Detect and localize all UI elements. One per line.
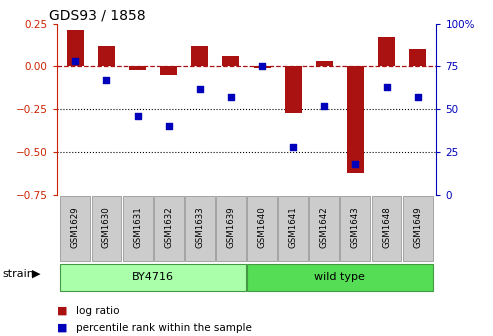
Text: GSM1649: GSM1649 xyxy=(413,206,422,248)
Text: GSM1633: GSM1633 xyxy=(195,206,204,248)
Bar xyxy=(409,49,426,67)
Bar xyxy=(278,196,308,261)
Text: GSM1632: GSM1632 xyxy=(164,206,173,248)
Point xyxy=(352,161,359,167)
Text: ■: ■ xyxy=(57,323,67,333)
Text: GSM1629: GSM1629 xyxy=(71,206,80,248)
Bar xyxy=(123,196,152,261)
Point xyxy=(196,86,204,91)
Bar xyxy=(341,196,370,261)
Bar xyxy=(222,56,240,67)
Text: GSM1643: GSM1643 xyxy=(351,206,360,248)
Bar xyxy=(378,37,395,67)
Bar xyxy=(61,263,246,291)
Text: GSM1642: GSM1642 xyxy=(320,206,329,248)
Text: GSM1630: GSM1630 xyxy=(102,206,111,248)
Text: percentile rank within the sample: percentile rank within the sample xyxy=(76,323,252,333)
Text: strain: strain xyxy=(2,269,35,279)
Bar xyxy=(129,67,146,70)
Bar xyxy=(247,196,277,261)
Point xyxy=(289,144,297,150)
Text: GSM1640: GSM1640 xyxy=(257,206,267,248)
Point xyxy=(258,64,266,69)
Bar xyxy=(372,196,401,261)
Bar xyxy=(160,67,177,75)
Point xyxy=(227,94,235,100)
Bar xyxy=(98,46,115,67)
Point xyxy=(320,103,328,109)
Text: ■: ■ xyxy=(57,306,67,316)
Bar xyxy=(185,196,215,261)
Bar xyxy=(403,196,432,261)
Text: ▶: ▶ xyxy=(32,269,40,279)
Point xyxy=(103,77,110,83)
Text: log ratio: log ratio xyxy=(76,306,120,316)
Bar xyxy=(284,67,302,113)
Point xyxy=(134,113,141,119)
Bar xyxy=(347,67,364,173)
Text: GDS93 / 1858: GDS93 / 1858 xyxy=(49,8,146,23)
Bar xyxy=(253,67,271,68)
Bar xyxy=(216,196,246,261)
Point xyxy=(383,84,390,90)
Text: GSM1641: GSM1641 xyxy=(289,206,298,248)
Text: GSM1648: GSM1648 xyxy=(382,206,391,248)
Bar xyxy=(191,46,209,67)
Bar xyxy=(92,196,121,261)
Bar xyxy=(247,263,432,291)
Text: GSM1631: GSM1631 xyxy=(133,206,142,248)
Bar xyxy=(67,30,84,67)
Point xyxy=(414,94,422,100)
Text: GSM1639: GSM1639 xyxy=(226,206,236,248)
Point xyxy=(71,58,79,64)
Bar xyxy=(309,196,339,261)
Point xyxy=(165,124,173,129)
Bar xyxy=(316,61,333,67)
Text: wild type: wild type xyxy=(315,272,365,282)
Text: BY4716: BY4716 xyxy=(132,272,174,282)
Bar xyxy=(154,196,184,261)
Bar xyxy=(61,196,90,261)
